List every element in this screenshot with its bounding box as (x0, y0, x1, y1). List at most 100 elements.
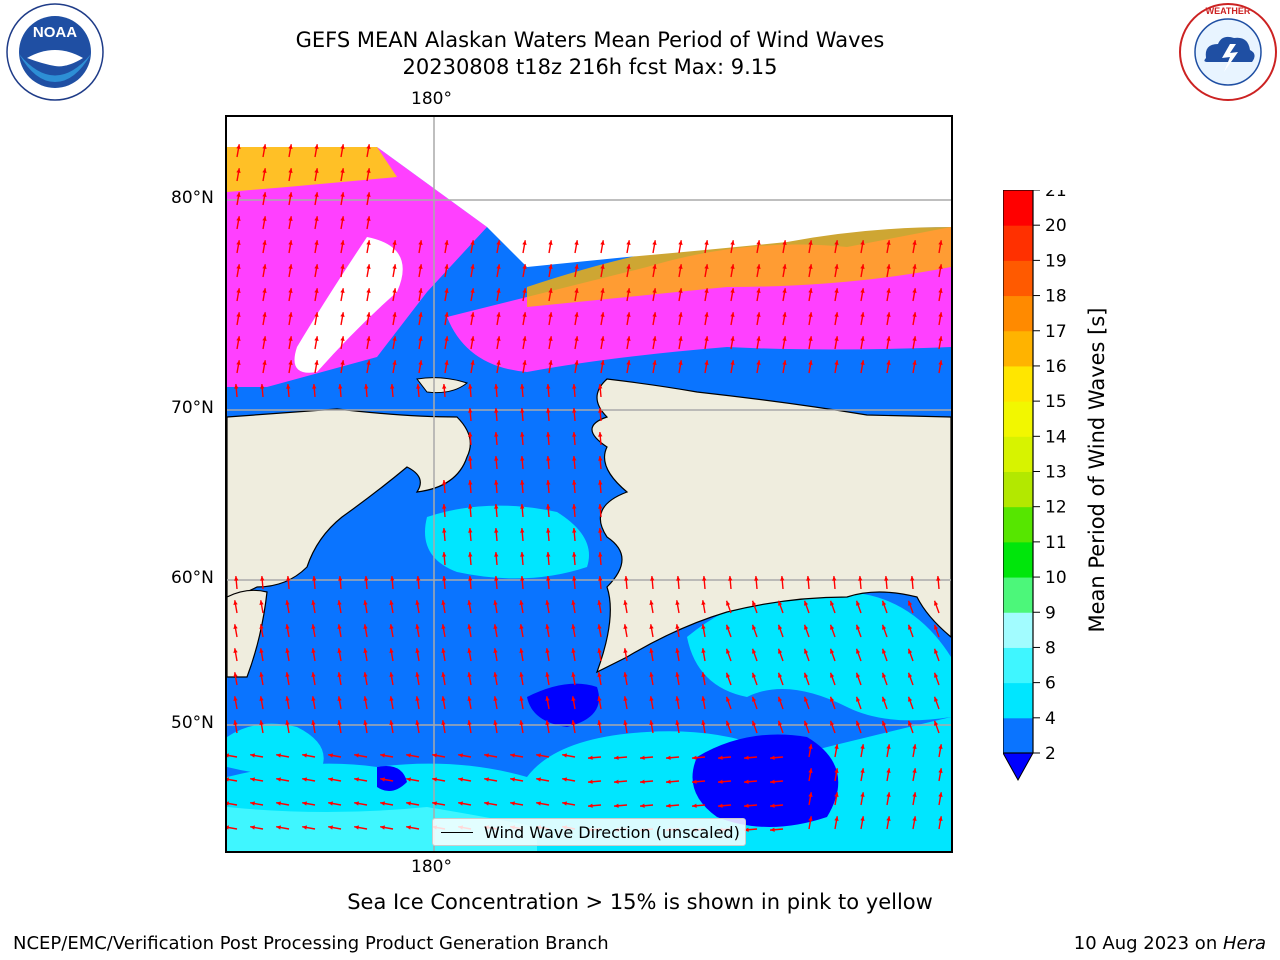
wave-direction-arrow (259, 696, 264, 710)
wave-direction-arrow (598, 383, 603, 398)
colorbar-cell (1003, 225, 1033, 261)
wave-direction-arrow (415, 720, 420, 734)
wave-direction-arrow (701, 672, 706, 686)
wave-direction-arrow (510, 753, 524, 758)
wave-direction-arrow (626, 240, 631, 254)
wave-direction-arrow (468, 527, 473, 542)
wave-direction-arrow (314, 264, 319, 278)
wave-direction-arrow (571, 624, 576, 638)
wave-direction-arrow (907, 624, 914, 638)
wave-direction-arrow (494, 479, 499, 494)
wave-direction-arrow (546, 455, 551, 470)
wave-direction-arrow (562, 777, 576, 782)
wave-direction-arrow (493, 624, 498, 638)
wave-direction-arrow (597, 696, 602, 710)
wave-direction-arrow (702, 575, 707, 590)
wave-direction-arrow (933, 672, 940, 686)
wave-direction-arrow (907, 648, 914, 662)
colorbar-tick-label: 6 (1045, 674, 1056, 694)
wave-direction-arrow (701, 720, 706, 734)
wave-direction-arrow (262, 288, 267, 302)
wave-direction-arrow (548, 288, 553, 302)
wave-direction-arrow (288, 264, 293, 278)
wave-direction-arrow (886, 792, 891, 806)
wave-direction-arrow (623, 600, 628, 614)
wave-direction-arrow (380, 777, 394, 782)
wave-direction-arrow (496, 360, 501, 374)
wave-direction-arrow (545, 720, 550, 734)
wave-direction-arrow (730, 240, 735, 254)
wave-direction-arrow (418, 360, 423, 374)
wave-direction-arrow (392, 312, 397, 326)
wave-direction-arrow (803, 672, 810, 686)
wave-direction-arrow (678, 336, 683, 350)
wave-direction-arrow (652, 360, 657, 374)
wave-direction-arrow (314, 312, 319, 326)
colorbar-tick-label: 8 (1045, 638, 1056, 658)
wave-direction-arrow (886, 360, 891, 374)
wave-direction-arrow (598, 431, 603, 446)
wave-direction-arrow (675, 600, 680, 614)
wave-direction-arrow (314, 168, 319, 182)
wave-direction-arrow (626, 312, 631, 326)
wave-direction-arrow (777, 648, 784, 662)
wave-direction-arrow (227, 777, 238, 782)
wave-direction-arrow (803, 648, 810, 662)
wave-direction-arrow (418, 240, 423, 254)
wave-direction-arrow (467, 672, 472, 686)
wave-direction-arrow (936, 575, 941, 590)
wave-direction-arrow (276, 801, 290, 806)
wave-direction-arrow (416, 383, 421, 398)
wave-direction-arrow (769, 803, 784, 808)
wave-direction-arrow (340, 168, 345, 182)
wave-direction-arrow (613, 803, 628, 808)
colorbar-cell (1003, 295, 1033, 332)
wave-direction-arrow (652, 288, 657, 302)
wave-direction-arrow (780, 575, 785, 590)
wave-direction-arrow (389, 600, 394, 614)
wave-direction-arrow (250, 801, 264, 806)
wave-direction-arrow (380, 753, 394, 758)
wave-direction-arrow (236, 168, 241, 182)
wave-direction-arrow (933, 720, 940, 734)
wave-direction-arrow (652, 264, 657, 278)
wave-direction-arrow (704, 264, 709, 278)
wave-direction-arrow (938, 336, 943, 350)
sea-ice-yellow-west (227, 147, 397, 192)
colorbar-extend-arrow (1003, 752, 1034, 782)
wind-wave-arrows (227, 144, 943, 832)
wave-direction-arrow (725, 600, 732, 614)
wave-direction-arrow (743, 755, 758, 760)
colorbar-tick-label: 18 (1045, 287, 1067, 307)
wave-direction-arrow (912, 744, 917, 758)
wave-direction-arrow (829, 672, 836, 686)
wave-direction-arrow (860, 816, 865, 830)
wave-direction-arrow (366, 336, 371, 350)
wave-direction-arrow (678, 288, 683, 302)
wave-direction-arrow (285, 648, 290, 662)
wave-direction-arrow (571, 672, 576, 686)
wave-direction-arrow (276, 825, 290, 830)
wave-direction-arrow (354, 753, 368, 758)
wave-direction-arrow (389, 672, 394, 686)
wave-direction-arrow (234, 575, 239, 590)
wave-direction-arrow (803, 720, 810, 734)
wave-direction-arrow (302, 777, 316, 782)
wave-direction-arrow (756, 288, 761, 302)
wave-direction-arrow (717, 755, 732, 760)
wave-direction-arrow (288, 144, 293, 158)
wave-direction-arrow (236, 288, 241, 302)
wave-direction-arrow (484, 801, 498, 806)
wave-direction-arrow (470, 240, 475, 254)
wave-direction-arrow (912, 816, 917, 830)
wave-direction-arrow (363, 696, 368, 710)
wave-direction-arrow (572, 527, 577, 542)
wave-direction-arrow (769, 755, 784, 760)
wave-direction-arrow (470, 360, 475, 374)
colorbar-tick-label: 9 (1045, 603, 1056, 623)
colorbar-cell (1003, 682, 1033, 719)
wave-direction-arrow (522, 336, 527, 350)
wave-direction-arrow (562, 753, 576, 758)
wave-direction-arrow (288, 192, 293, 206)
wave-direction-arrow (675, 696, 680, 710)
